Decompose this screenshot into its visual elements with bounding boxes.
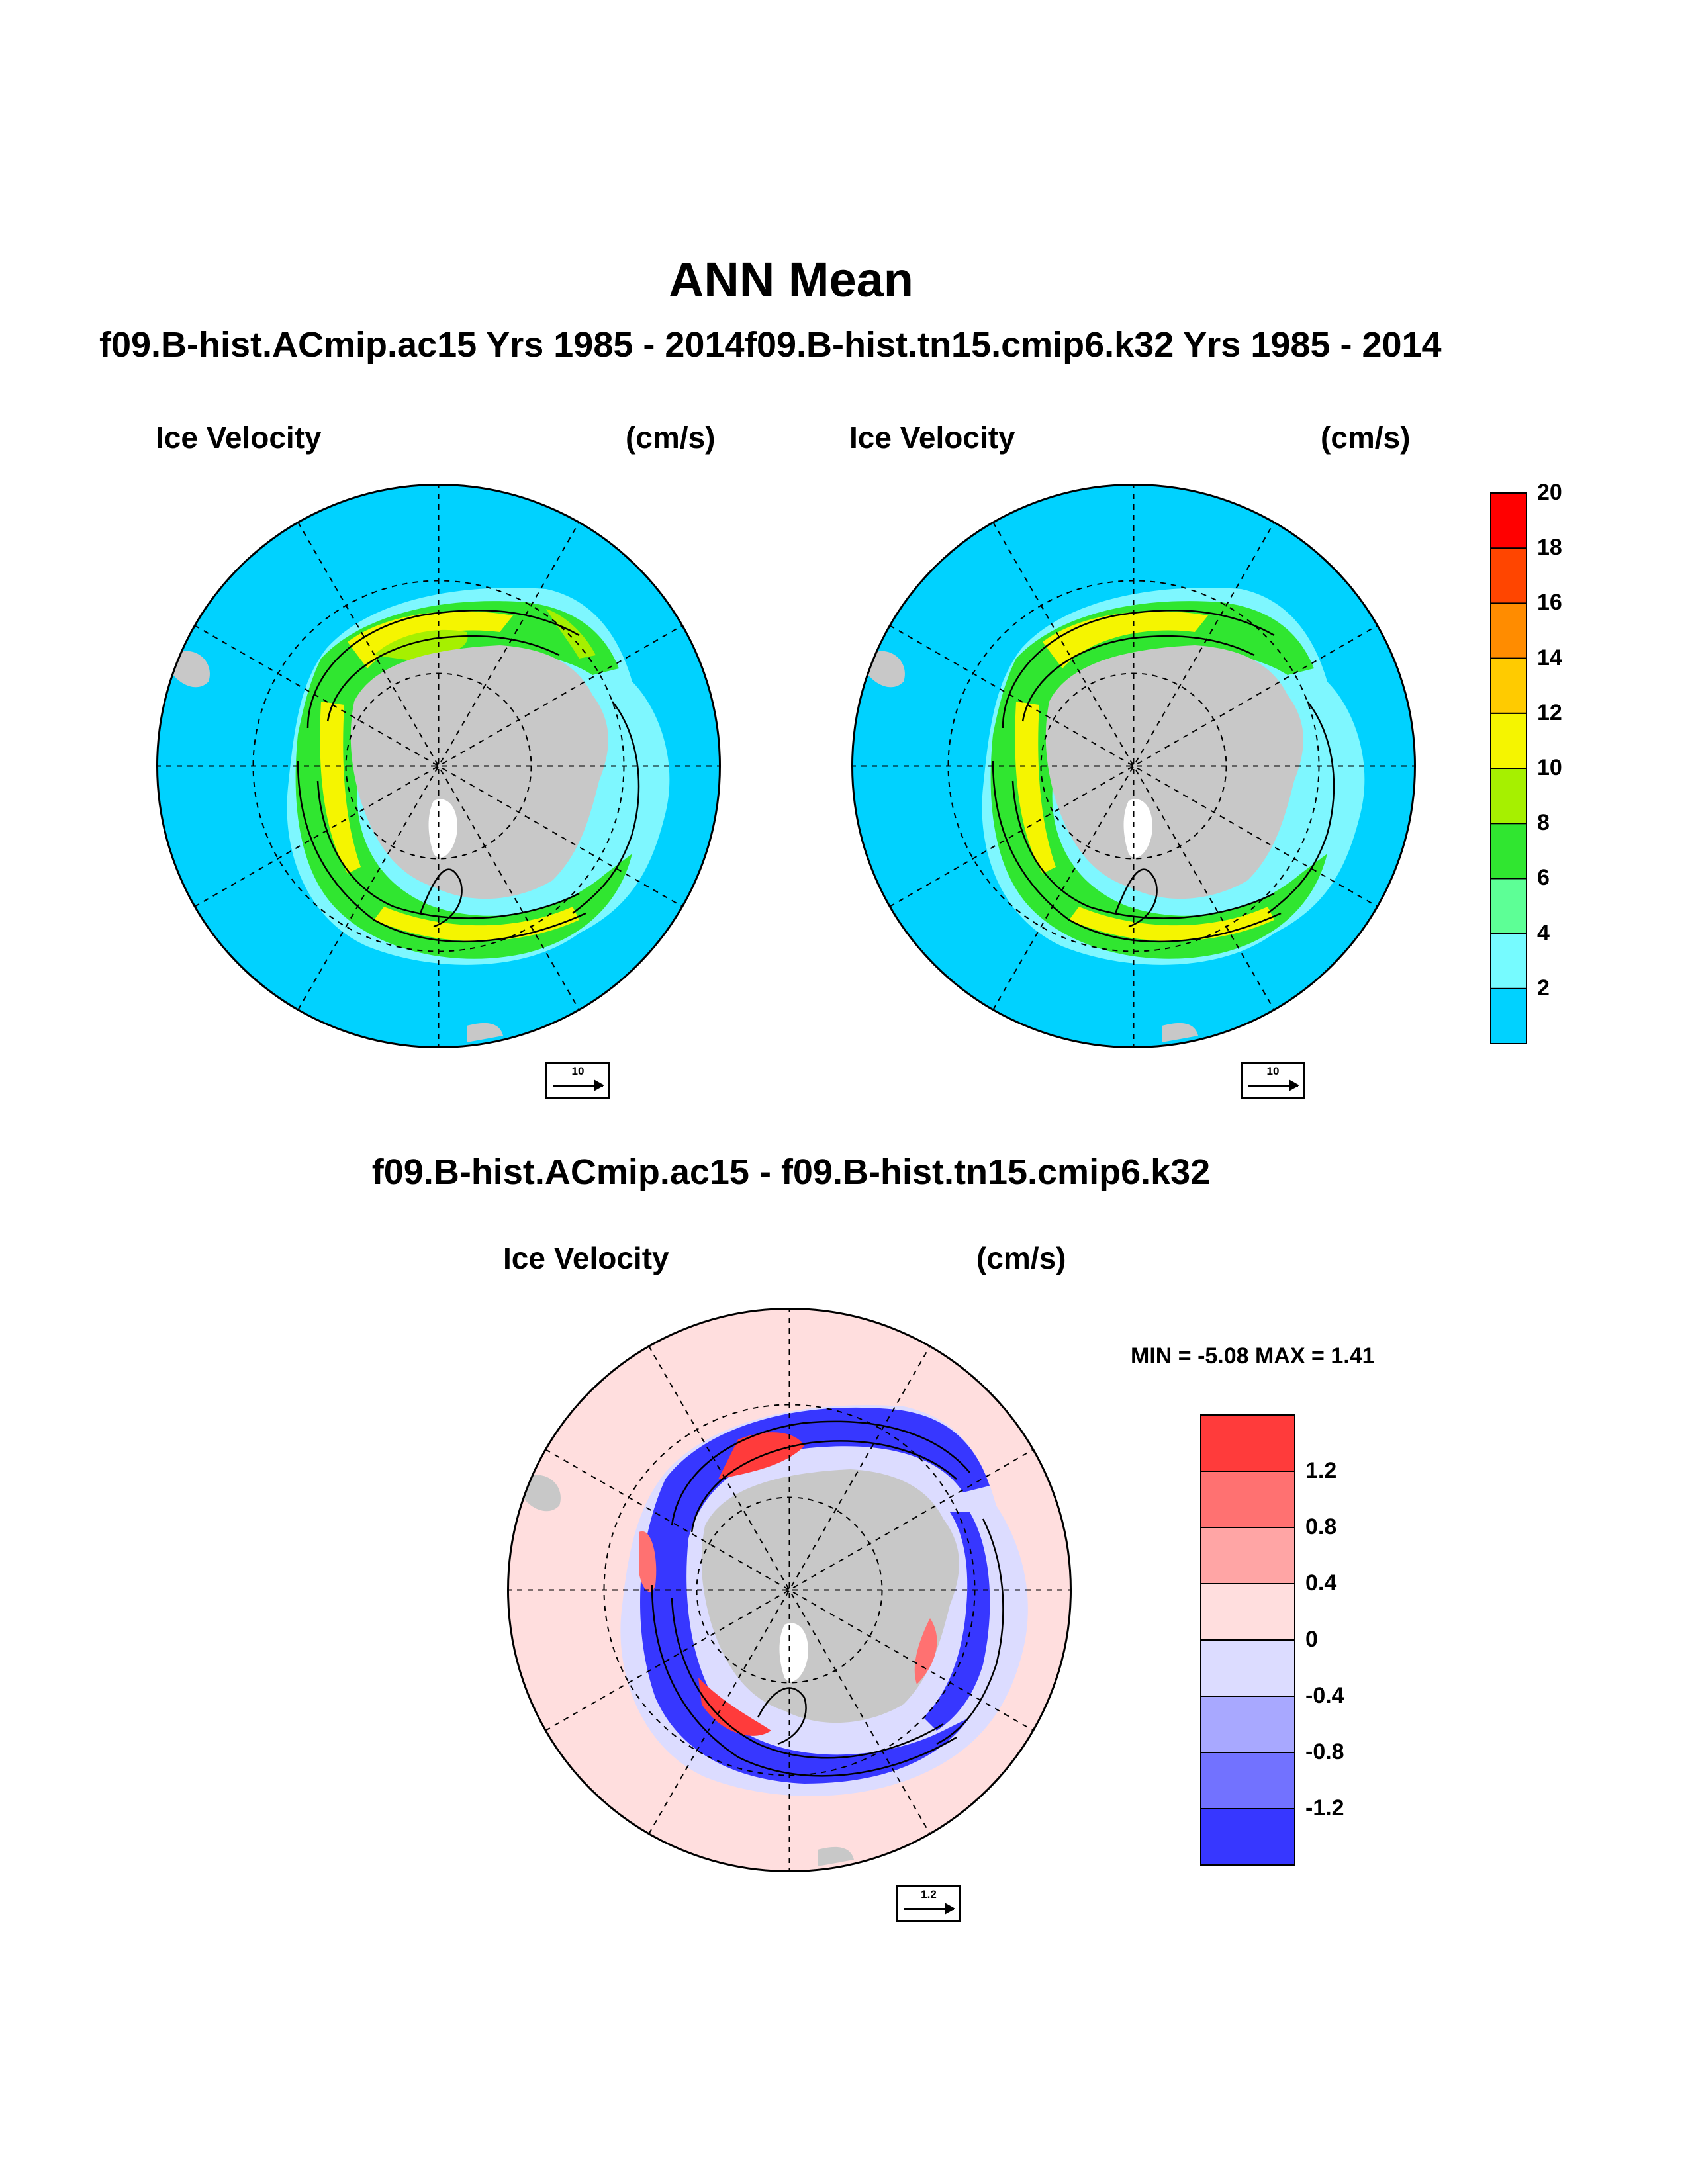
velocity-vectors: [651, 1420, 1004, 1777]
colorbar-swatch: [1490, 602, 1527, 659]
difference-colorbar: [1200, 1414, 1295, 1866]
colorbar-tick-label: 0: [1305, 1627, 1318, 1652]
colorbar-swatch: [1490, 768, 1527, 825]
graticule: [508, 1308, 1071, 1872]
colorbar-swatch: [1490, 933, 1527, 989]
colorbar-tick-label: 20: [1537, 480, 1562, 505]
reference-vector-value: 10: [1266, 1065, 1280, 1077]
arrow-right-icon: [1248, 1079, 1299, 1091]
main-title: ANN Mean: [668, 252, 914, 307]
case2-polar-map: [851, 484, 1416, 1048]
negative-anomaly-band: [640, 1407, 990, 1784]
velocity-vectors: [992, 610, 1335, 943]
ice-shelf: [428, 799, 457, 858]
colorbar-tick-label: 2: [1537, 975, 1550, 1001]
difference-field-label: Ice Velocity: [503, 1241, 669, 1275]
case1-reference-vector: 10: [545, 1062, 610, 1099]
colorbar-swatch: [1200, 1414, 1295, 1472]
australia-tip: [467, 1023, 503, 1042]
case1-units: (cm/s): [626, 420, 716, 455]
australia-tip: [818, 1846, 854, 1866]
ice-shelf: [1123, 799, 1152, 858]
colorbar-swatch: [1200, 1583, 1295, 1641]
arrow-right-icon: [553, 1079, 604, 1091]
colorbar-swatch: [1200, 1696, 1295, 1753]
antarctica: [1045, 645, 1303, 899]
antarctica: [701, 1469, 959, 1723]
colorbar-tick-label: 14: [1537, 645, 1562, 670]
positive-anomaly-east: [914, 1618, 937, 1684]
colorbar-swatch: [1200, 1752, 1295, 1809]
colorbar-tick-label: 4: [1537, 920, 1550, 946]
antarctica: [350, 645, 608, 899]
negative-anomaly-east: [923, 1512, 990, 1731]
difference-reference-vector: 1.2: [896, 1885, 961, 1922]
colorbar-swatch: [1200, 1639, 1295, 1697]
reference-vector-value: 1.2: [921, 1888, 937, 1901]
fast-ice-patch: [374, 609, 596, 662]
ice-shelf: [779, 1623, 808, 1682]
colorbar-tick-label: -1.2: [1305, 1796, 1344, 1821]
colorbar-tick-label: 0.4: [1305, 1570, 1337, 1596]
colorbar-tick-label: 16: [1537, 590, 1562, 615]
colorbar-swatch: [1490, 547, 1527, 604]
case1-field-label: Ice Velocity: [156, 420, 322, 455]
colorbar-swatch: [1490, 987, 1527, 1044]
colorbar-tick-label: 1.2: [1305, 1458, 1337, 1483]
case1-title: f09.B-hist.ACmip.ac15 Yrs 1985 - 2014: [99, 325, 745, 365]
arrow-right-icon: [904, 1903, 955, 1915]
colorbar-tick-label: 12: [1537, 700, 1562, 725]
colorbar-swatch: [1490, 712, 1527, 769]
colorbar-tick-label: 8: [1537, 810, 1550, 836]
main-colorbar: [1490, 492, 1527, 1044]
colorbar-tick-label: 0.8: [1305, 1514, 1337, 1539]
colorbar-swatch: [1490, 657, 1527, 714]
case2-reference-vector: 10: [1241, 1062, 1305, 1099]
case2-title: f09.B-hist.tn15.cmip6.k32 Yrs 1985 - 201…: [745, 325, 1442, 365]
max-label: MAX =: [1255, 1343, 1325, 1369]
case1-polar-map: [156, 484, 721, 1048]
difference-title: f09.B-hist.ACmip.ac15 - f09.B-hist.tn15.…: [371, 1152, 1211, 1192]
case2-units: (cm/s): [1321, 420, 1411, 455]
graticule: [852, 484, 1415, 1048]
colorbar-swatch: [1490, 492, 1527, 549]
australia-tip: [1162, 1023, 1198, 1042]
min-label: MIN =: [1131, 1343, 1192, 1369]
reference-vector-value: 10: [571, 1065, 585, 1077]
colorbar-tick-label: 10: [1537, 755, 1562, 780]
colorbar-swatch: [1490, 823, 1527, 880]
graticule: [157, 484, 720, 1048]
positive-anomaly-south: [698, 1678, 771, 1736]
difference-units: (cm/s): [976, 1241, 1066, 1275]
colorbar-swatch: [1200, 1471, 1295, 1528]
velocity-vectors: [297, 610, 640, 943]
colorbar-tick-label: 18: [1537, 535, 1562, 561]
min-max-readout: MIN = -5.08 MAX = 1.41: [1131, 1343, 1375, 1369]
colorbar-tick-label: 6: [1537, 865, 1550, 891]
min-value: -5.08: [1197, 1343, 1249, 1369]
colorbar-swatch: [1200, 1808, 1295, 1866]
colorbar-swatch: [1200, 1527, 1295, 1584]
difference-polar-map: [507, 1308, 1072, 1872]
colorbar-tick-label: -0.8: [1305, 1739, 1344, 1764]
max-value: 1.41: [1331, 1343, 1375, 1369]
case2-field-label: Ice Velocity: [849, 420, 1015, 455]
positive-anomaly-west: [639, 1531, 657, 1592]
colorbar-swatch: [1490, 878, 1527, 934]
colorbar-tick-label: -0.4: [1305, 1683, 1344, 1708]
